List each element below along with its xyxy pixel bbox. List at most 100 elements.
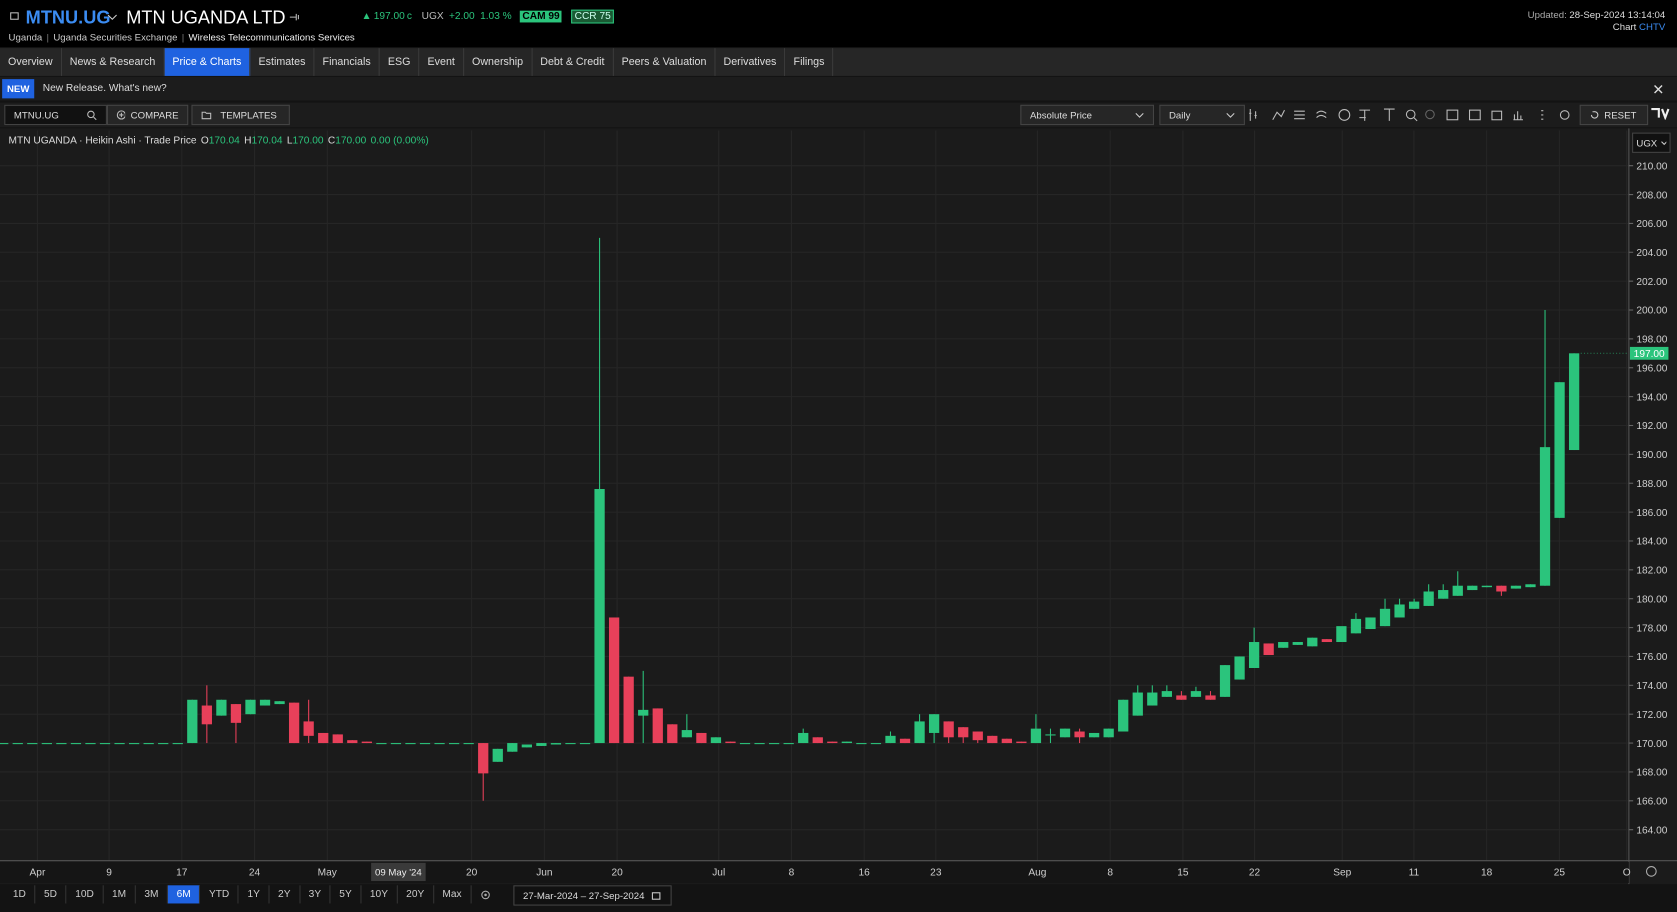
- up-arrow: ▲: [361, 10, 372, 23]
- symbol-input[interactable]: MTNU.UG: [4, 104, 107, 126]
- range-button[interactable]: 6M: [168, 885, 201, 904]
- tab[interactable]: Derivatives: [715, 48, 786, 76]
- range-button[interactable]: Max: [434, 885, 472, 904]
- tool-icons[interactable]: [1246, 106, 1578, 124]
- candle-body: [696, 732, 707, 744]
- candle-body: [565, 743, 576, 745]
- notice-text[interactable]: New Release. What's new?: [42, 82, 167, 95]
- tab[interactable]: Ownership: [464, 48, 533, 76]
- candle-body: [958, 727, 969, 738]
- chart-background: [0, 128, 1677, 885]
- candle-body: [99, 743, 111, 745]
- y-tick-label: 210.00: [1636, 161, 1667, 172]
- candle-body: [856, 743, 867, 745]
- x-tick-label: Jul: [712, 868, 725, 879]
- tab[interactable]: Peers & Valuation: [614, 48, 716, 76]
- y-tick-label: 190.00: [1636, 450, 1667, 461]
- candle-body: [943, 721, 954, 738]
- candle-body: [812, 737, 823, 744]
- reset-button[interactable]: RESET: [1579, 104, 1649, 126]
- legend-change: 0.00 (0.00%): [370, 134, 429, 147]
- tab[interactable]: Filings: [786, 48, 834, 76]
- range-button[interactable]: 1M: [103, 885, 136, 904]
- x-tick-label: 25: [1554, 868, 1566, 879]
- header: MTNU.UG MTN UGANDA LTD ▲ 197.00 c UGX +2…: [0, 0, 1677, 48]
- range-button[interactable]: 3M: [136, 885, 169, 904]
- y-tick-label: 166.00: [1636, 797, 1667, 808]
- candle-body: [1190, 691, 1202, 697]
- breadcrumb: Wireless Telecommunications Services: [188, 32, 355, 43]
- x-tick-label: Apr: [30, 868, 46, 879]
- candle-body: [1554, 382, 1565, 518]
- time-axis-bg: [0, 861, 1629, 884]
- tab[interactable]: Debt & Credit: [532, 48, 614, 76]
- candle-body: [1336, 626, 1347, 643]
- compare-button[interactable]: COMPARE: [106, 104, 189, 126]
- candle-body: [1481, 585, 1492, 588]
- candle-body: [259, 699, 271, 706]
- y-tick-label: 170.00: [1636, 739, 1667, 750]
- x-tick-label: 24: [249, 868, 261, 879]
- range-button[interactable]: 5D: [35, 885, 67, 904]
- range-button[interactable]: 5Y: [331, 885, 362, 904]
- candle-body: [1568, 353, 1580, 451]
- pin-icon[interactable]: [289, 12, 302, 23]
- range-button[interactable]: 1D: [4, 885, 36, 904]
- range-settings[interactable]: [471, 885, 499, 903]
- candle-body: [332, 734, 343, 744]
- candle-body: [1248, 642, 1260, 668]
- tab[interactable]: Price & Charts: [164, 48, 251, 76]
- ticker-dropdown[interactable]: [107, 13, 118, 22]
- candle-body: [1365, 617, 1376, 630]
- range-button[interactable]: 10D: [67, 885, 104, 904]
- templates-text: TEMPLATES: [220, 109, 277, 121]
- candle-body: [41, 743, 52, 745]
- templates-button[interactable]: TEMPLATES: [191, 104, 290, 126]
- close-button[interactable]: [1653, 84, 1663, 94]
- legend-ohlc: H170.04: [244, 135, 282, 147]
- legend-ohlc: L170.00: [287, 135, 324, 147]
- breadcrumbs: Uganda | Uganda Securities Exchange | Wire…: [8, 32, 355, 43]
- y-tick-label: 178.00: [1636, 623, 1667, 634]
- ticker[interactable]: MTNU.UG: [25, 7, 111, 28]
- y-tick-label: 192.00: [1636, 421, 1667, 432]
- candle-body: [128, 743, 140, 745]
- price-mode-select[interactable]: Absolute Price: [1020, 104, 1155, 126]
- updated-time: 28-Sep-2024 13:14:04: [1569, 9, 1666, 21]
- interval-select[interactable]: Daily: [1159, 104, 1245, 126]
- y-tick-label: 182.00: [1636, 566, 1667, 577]
- tab[interactable]: Event: [420, 48, 464, 76]
- currency-select[interactable]: UGX: [1632, 132, 1671, 153]
- tab[interactable]: Overview: [0, 48, 62, 76]
- range-button[interactable]: 10Y: [361, 885, 398, 904]
- candle-body: [608, 617, 620, 744]
- change-pct: 1.03 %: [480, 10, 512, 23]
- range-button[interactable]: YTD: [200, 885, 239, 904]
- date-range-text: 27-Mar-2024 – 27-Sep-2024: [522, 890, 645, 901]
- new-badge: NEW: [2, 79, 35, 99]
- y-tick-label: 184.00: [1636, 537, 1667, 548]
- tab[interactable]: ESG: [380, 48, 420, 76]
- candle-body: [899, 738, 911, 744]
- tab[interactable]: Financials: [315, 48, 380, 76]
- badge: CCR 75: [571, 9, 614, 24]
- range-button[interactable]: 20Y: [398, 885, 434, 904]
- candle-body: [56, 743, 67, 745]
- source[interactable]: CHTV: [1639, 21, 1666, 33]
- range-button[interactable]: 3Y: [300, 885, 331, 904]
- symbol-text: MTNU.UG: [13, 109, 59, 121]
- chevron: [1135, 112, 1144, 118]
- tab[interactable]: News & Research: [62, 48, 165, 76]
- x-tick-label: 17: [176, 868, 188, 879]
- range-button[interactable]: 1Y: [239, 885, 270, 904]
- x-tick-label: 18: [1481, 868, 1493, 879]
- candle-body: [405, 743, 416, 745]
- tab[interactable]: Estimates: [250, 48, 315, 76]
- legend-ohlc: C170.00: [328, 135, 366, 147]
- change: +2.00: [448, 10, 475, 23]
- x-tick-label: Sep: [1333, 868, 1351, 879]
- date-range[interactable]: 27-Mar-2024 – 27-Sep-2024: [513, 885, 672, 906]
- range-button[interactable]: 2Y: [270, 885, 301, 904]
- candle-body: [841, 741, 852, 744]
